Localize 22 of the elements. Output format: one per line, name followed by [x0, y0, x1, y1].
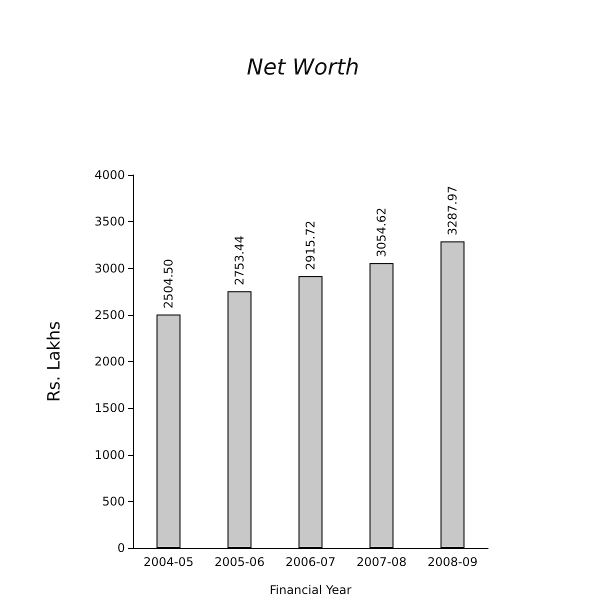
data-label: 2753.44 — [232, 236, 246, 286]
data-label: 3054.62 — [374, 208, 388, 258]
y-tick-label: 500 — [102, 494, 125, 508]
y-tick-label: 1500 — [94, 401, 125, 416]
x-tick-label: 2007-08 — [356, 555, 407, 569]
x-tick-label: 2008-09 — [427, 555, 478, 569]
x-tick-label: 2006-07 — [285, 555, 336, 569]
y-tick-label: 3500 — [94, 214, 125, 229]
x-tick-label: 2005-06 — [214, 555, 265, 569]
data-label: 2504.50 — [162, 258, 176, 308]
y-tick-label: 1000 — [94, 448, 125, 462]
y-tick-label: 2500 — [94, 308, 125, 322]
y-tick-label: 2000 — [94, 354, 125, 368]
y-axis-title: Rs. Lakhs — [44, 320, 64, 402]
y-tick-label: 3000 — [94, 261, 125, 276]
chart-title: Net Worth — [246, 56, 360, 80]
y-tick-label: 0 — [117, 541, 125, 555]
y-tick-label: 4000 — [94, 168, 125, 182]
data-label: 2915.72 — [304, 220, 318, 270]
x-tick-label: 2004-05 — [143, 555, 194, 569]
data-label: 3287.97 — [446, 186, 460, 236]
x-axis-title: Financial Year — [270, 583, 352, 597]
